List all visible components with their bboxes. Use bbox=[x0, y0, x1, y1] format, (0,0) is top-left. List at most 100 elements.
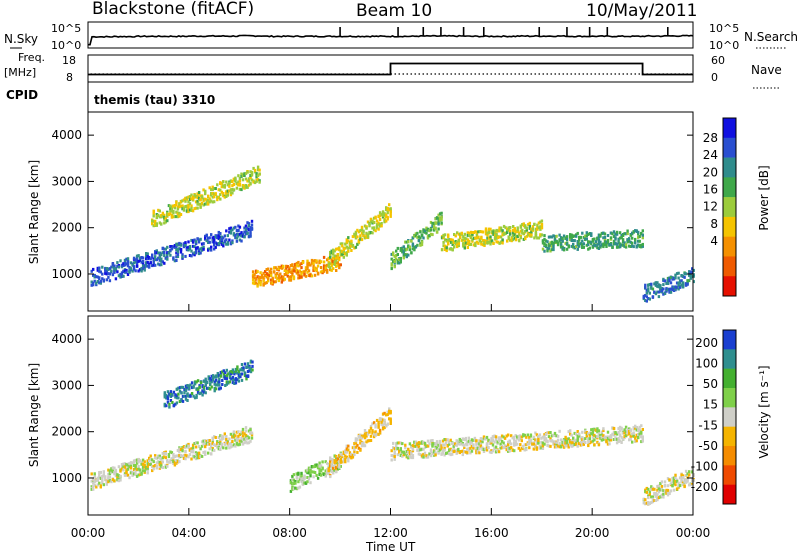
velocity-cell-1660 bbox=[585, 431, 588, 434]
power-cell-102 bbox=[128, 265, 131, 269]
velocity-cell-1429 bbox=[507, 433, 510, 437]
velocity-cell-183 bbox=[149, 458, 152, 461]
velocity-colorbar-frame bbox=[722, 329, 737, 505]
velocity-cell-37 bbox=[101, 476, 104, 480]
power-cell-560 bbox=[188, 202, 192, 206]
power-cell-849 bbox=[277, 276, 280, 280]
velocity-cell-1716 bbox=[602, 438, 605, 442]
power-cell-330 bbox=[213, 247, 216, 251]
velocity-cell-1530 bbox=[541, 435, 545, 439]
velocity-cell-1754 bbox=[617, 427, 620, 431]
velocity-cell-1778 bbox=[624, 425, 628, 429]
power-cell-1986 bbox=[637, 235, 640, 239]
velocity-cell-1353 bbox=[479, 444, 483, 448]
velocity-cell-57 bbox=[108, 469, 112, 473]
power-cell-806 bbox=[264, 281, 267, 285]
velocity-cell-953 bbox=[347, 459, 350, 463]
power-cell-357 bbox=[220, 240, 223, 244]
velocity-cell-1487 bbox=[528, 438, 531, 442]
velocity-cell-1445 bbox=[513, 449, 516, 453]
power-cell-1821 bbox=[581, 246, 584, 249]
velocity-y-tick-label-2: 2000 bbox=[51, 425, 82, 439]
power-cell-1842 bbox=[588, 232, 591, 235]
velocity-scatter bbox=[90, 359, 695, 506]
power-cell-418 bbox=[244, 232, 248, 236]
power-cell-16 bbox=[96, 280, 99, 283]
velocity-cell-504 bbox=[174, 393, 177, 397]
velocity-cell-345 bbox=[207, 442, 210, 446]
power-cell-1120 bbox=[354, 245, 358, 249]
velocity-cell-1888 bbox=[659, 482, 662, 485]
power-cell-490 bbox=[167, 204, 171, 208]
velocity-cell-724 bbox=[248, 366, 251, 370]
velocity-cell-955 bbox=[348, 451, 352, 455]
power-cell-1677 bbox=[533, 223, 536, 226]
velocity-cell-1867 bbox=[651, 487, 655, 491]
power-cell-1147 bbox=[365, 225, 368, 229]
power-cell-451 bbox=[152, 211, 155, 215]
power-cell-1971 bbox=[631, 244, 634, 248]
power-cell-1189 bbox=[378, 218, 382, 221]
velocity-cell-1079 bbox=[390, 454, 393, 457]
power-cell-1381 bbox=[440, 215, 443, 219]
power-cell-67 bbox=[116, 264, 119, 268]
power-cell-50 bbox=[110, 269, 113, 273]
velocity-cell-530 bbox=[184, 394, 188, 398]
velocity-cell-1472 bbox=[522, 445, 525, 449]
velocity-cell-1921 bbox=[671, 483, 674, 487]
power-cell-1793 bbox=[572, 234, 575, 238]
velocity-cell-1661 bbox=[587, 432, 590, 436]
velocity-cell-835 bbox=[324, 460, 327, 464]
velocity-cell-994 bbox=[362, 444, 365, 448]
power-cell-373 bbox=[228, 238, 231, 242]
velocity-cell-776 bbox=[301, 477, 305, 481]
power-cell-186 bbox=[158, 251, 161, 255]
power-cell-1572 bbox=[498, 235, 501, 239]
power-cell-1439 bbox=[457, 232, 460, 236]
power-cell-1808 bbox=[576, 243, 579, 247]
velocity-colorbar-tick-0: 200 bbox=[695, 336, 718, 350]
velocity-cell-404 bbox=[228, 442, 231, 446]
power-cell-1426 bbox=[454, 241, 457, 245]
power-cell-1321 bbox=[420, 234, 424, 238]
velocity-cell-658 bbox=[225, 377, 228, 381]
velocity-cell-149 bbox=[138, 473, 142, 477]
power-cell-873 bbox=[285, 266, 288, 270]
power-cell-1578 bbox=[499, 228, 503, 232]
power-cell-900 bbox=[292, 269, 296, 273]
velocity-cell-1407 bbox=[497, 439, 501, 443]
velocity-cell-1207 bbox=[434, 444, 437, 448]
power-cell-409 bbox=[241, 232, 245, 236]
power-cell-916 bbox=[297, 273, 300, 277]
time-tick-label-6: 00:00 bbox=[676, 526, 711, 540]
velocity-cell-998 bbox=[363, 434, 367, 438]
velocity-cell-1301 bbox=[463, 450, 466, 453]
power-cell-1329 bbox=[423, 230, 427, 234]
velocity-cell-927 bbox=[339, 452, 342, 456]
power-cell-558 bbox=[188, 195, 192, 199]
power-cell-2056 bbox=[660, 289, 664, 293]
velocity-cell-1100 bbox=[398, 449, 401, 453]
velocity-cell-26 bbox=[98, 475, 101, 479]
velocity-cell-1108 bbox=[401, 450, 404, 454]
power-cell-252 bbox=[179, 248, 183, 252]
power-cell-457 bbox=[154, 221, 157, 225]
power-cell-1126 bbox=[356, 235, 359, 239]
power-cell-1690 bbox=[537, 236, 541, 240]
velocity-cell-93 bbox=[120, 467, 124, 471]
velocity-cell-794 bbox=[307, 466, 311, 470]
power-cell-2139 bbox=[688, 279, 691, 283]
power-cell-985 bbox=[321, 269, 324, 273]
power-cell-1051 bbox=[332, 252, 335, 256]
power-cell-1335 bbox=[426, 234, 430, 238]
power-cell-221 bbox=[169, 245, 172, 248]
power-cell-1245 bbox=[396, 253, 399, 256]
power-cell-1618 bbox=[513, 233, 516, 237]
velocity-cell-1732 bbox=[609, 438, 613, 442]
power-cell-1726 bbox=[549, 243, 552, 247]
power-cell-473 bbox=[160, 214, 163, 217]
power-cell-1311 bbox=[417, 235, 421, 239]
velocity-cell-1257 bbox=[449, 438, 452, 442]
velocity-cell-129 bbox=[132, 464, 136, 468]
